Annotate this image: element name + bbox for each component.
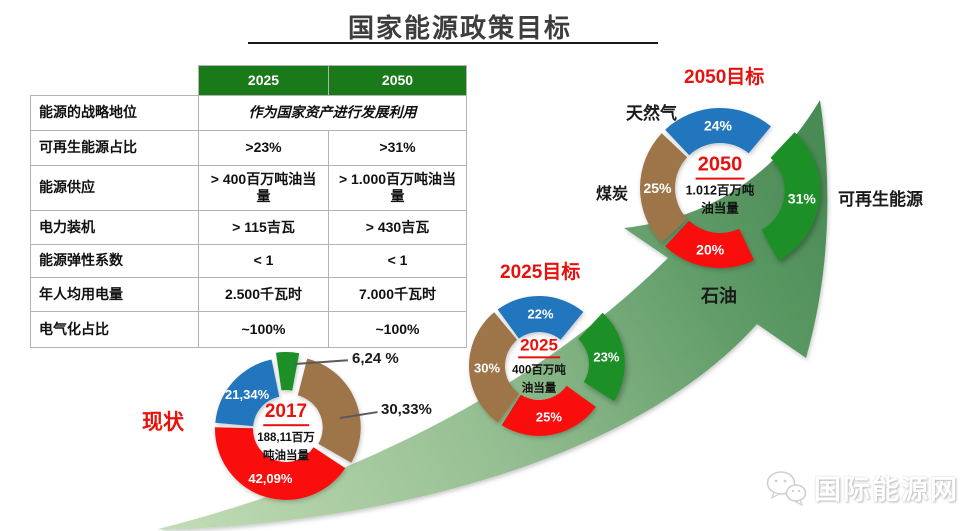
table-row: 能源弹性系数 < 1 < 1	[30, 244, 467, 278]
donut-2050-label-天然气: 24%	[704, 118, 733, 134]
wechat-icon	[766, 470, 807, 506]
row-label: 能源供应	[30, 165, 199, 211]
row-value-2050: < 1	[328, 244, 467, 278]
donut-charts-layer: 42,09% 21,34% 22% 23% 25% 30% 24% 31% 20% 25%	[214, 108, 820, 500]
donut-2017-segment-可再生能源	[276, 351, 300, 391]
donut-2017-label-石油: 42,09%	[248, 471, 293, 486]
donut-2050-segment-可再生能源	[761, 132, 820, 261]
row-value-2050: >31%	[328, 130, 467, 166]
row-label: 能源弹性系数	[30, 244, 199, 278]
donut-2050: 24% 31% 20% 25%	[639, 108, 820, 269]
donut-2050-label-石油: 20%	[696, 242, 725, 258]
page-title: 国家能源政策目标	[347, 13, 572, 43]
row-label: 电气化占比	[30, 311, 199, 348]
donut-2025-qty-line2: 油当量	[521, 382, 557, 395]
label-2050-gas: 天然气	[626, 104, 677, 123]
row-value-2025: ~100%	[198, 311, 329, 348]
donut-2025-segment-石油	[501, 385, 596, 436]
donut-2025-segment-煤炭	[468, 312, 520, 423]
row-value-2025: > 115吉瓦	[198, 210, 329, 245]
label-2050-coal: 煤炭	[596, 186, 629, 203]
donut-2017-segment-煤炭	[297, 358, 361, 463]
donut-2025-label-石油: 25%	[536, 410, 562, 425]
goal-2025-caption: 2025目标	[500, 262, 581, 283]
donut-2017-center: 2017 188,11百万 吨油当量	[257, 401, 315, 465]
donut-2050-segment-天然气	[665, 108, 771, 156]
donut-2050-label-可再生能源: 31%	[788, 190, 817, 206]
label-2050-renewables: 可再生能源	[838, 190, 923, 209]
donut-2025-year: 2025	[518, 335, 560, 358]
donut-2050-qty-line1: 1.012百万吨	[685, 183, 755, 198]
donut-2050-segment-煤炭	[639, 133, 688, 243]
donut-2050-qty-line2: 油当量	[701, 202, 739, 216]
table-row: 电力装机 > 115吉瓦 > 430吉瓦	[30, 210, 467, 245]
row-value-2025: > 400百万吨油当量	[198, 165, 329, 211]
watermark-logo: 国际能源网	[764, 468, 959, 507]
donut-2017: 42,09% 21,34%	[214, 351, 361, 500]
donut-2025-center: 2025 400百万吨 油当量	[512, 335, 566, 396]
label-2017-renewables-pct: 6,24 %	[352, 350, 399, 367]
row-value-2025: < 1	[198, 244, 329, 278]
label-2017-coal-pct: 30,33%	[381, 401, 432, 418]
table-row: 电气化占比 ~100% ~100%	[30, 311, 467, 348]
donut-2017-segment-天然气	[215, 359, 280, 427]
donut-2025-qty-line1: 400百万吨	[512, 363, 566, 376]
donut-2050-year: 2050	[695, 154, 745, 180]
donut-2017-year: 2017	[262, 401, 310, 427]
table-header-2050: 2050	[328, 65, 467, 96]
donut-2025-label-可再生能源: 23%	[593, 350, 619, 365]
row-value-2050: 7.000千瓦时	[328, 277, 467, 312]
row-value-2050: ~100%	[328, 311, 467, 348]
donut-2025-label-煤炭: 30%	[474, 360, 500, 375]
row-label: 电力装机	[30, 210, 199, 245]
row-label: 能源的战略地位	[30, 95, 199, 131]
label-2050-oil: 石油	[701, 286, 737, 306]
goals-table: 2025 2050 能源的战略地位 作为国家资产进行发展利用 可再生能源占比 >…	[30, 65, 467, 348]
row-value-2050: > 430吉瓦	[328, 210, 467, 245]
row-value-2025: >23%	[198, 130, 329, 166]
donut-2025-segment-可再生能源	[578, 312, 625, 402]
donut-2017-label-天然气: 21,34%	[225, 387, 270, 402]
donut-2050-center: 2050 1.012百万吨 油当量	[686, 154, 755, 219]
table-row: 年人均用电量 2.500千瓦时 7.000千瓦时	[30, 277, 467, 312]
goal-2050-caption: 2050目标	[684, 67, 765, 88]
table-header-row: 2025 2050	[31, 65, 467, 96]
row-value-span: 作为国家资产进行发展利用	[198, 95, 467, 131]
table-row: 能源的战略地位 作为国家资产进行发展利用	[30, 95, 467, 131]
table-row: 能源供应 > 400百万吨油当量 > 1.000百万吨油当量	[30, 165, 467, 211]
row-label: 可再生能源占比	[30, 130, 199, 166]
table-row: 可再生能源占比 >23% >31%	[30, 130, 467, 166]
title-underline	[248, 42, 658, 44]
table-header-2025: 2025	[198, 65, 329, 96]
donut-2050-label-煤炭: 25%	[643, 180, 672, 196]
donut-2017-qty-line2: 吨油当量	[262, 450, 309, 463]
row-value-2050: > 1.000百万吨油当量	[328, 165, 467, 211]
table-corner-blank	[31, 66, 199, 96]
donut-2017-qty-line1: 188,11百万	[257, 432, 315, 445]
donut-2050-segment-石油	[665, 220, 755, 269]
row-label: 年人均用电量	[30, 277, 199, 312]
donut-2025: 22% 23% 25% 30%	[468, 296, 625, 436]
watermark-text: 国际能源网	[814, 475, 959, 505]
growth-arrow	[158, 100, 828, 530]
status-caption: 现状	[142, 411, 184, 434]
row-value-2025: 2.500千瓦时	[198, 277, 329, 312]
donut-2017-segment-石油	[214, 427, 346, 500]
donut-2025-segment-天然气	[497, 296, 584, 340]
donut-2025-label-天然气: 22%	[527, 307, 553, 322]
